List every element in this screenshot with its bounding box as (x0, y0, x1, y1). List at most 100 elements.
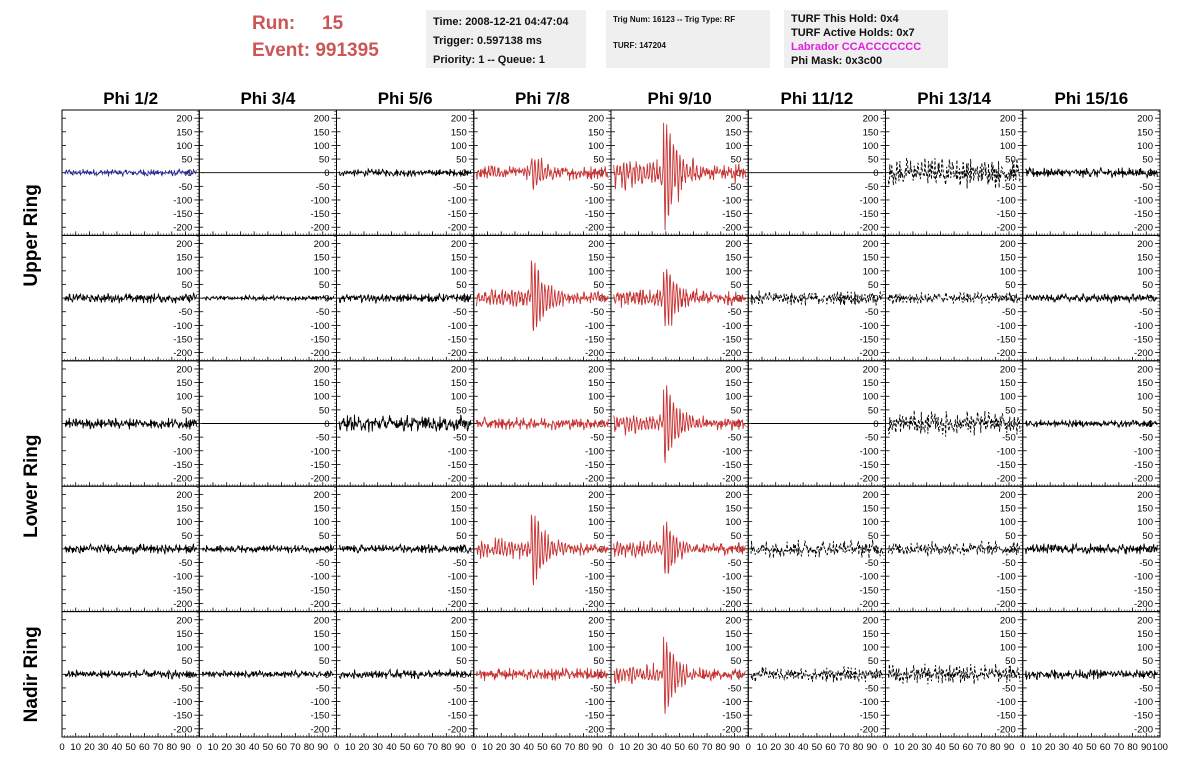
y-tick-label: 150 (314, 253, 330, 264)
column-title: Phi 5/6 (378, 89, 433, 108)
y-tick-label: 200 (725, 364, 741, 375)
y-tick-label: 200 (1000, 615, 1016, 626)
y-tick-label: 100 (176, 266, 192, 277)
y-tick-label: -200 (859, 348, 878, 359)
y-tick-label: -100 (310, 697, 329, 708)
y-tick-label: -50 (316, 307, 330, 318)
y-tick-label: 50 (1005, 155, 1016, 166)
y-tick-label: 50 (731, 656, 742, 667)
y-tick-label: 50 (868, 405, 879, 416)
y-tick-label: -200 (859, 223, 878, 234)
y-tick-label: -100 (448, 572, 467, 583)
y-tick-label: -50 (316, 558, 330, 569)
y-tick-label: 150 (1137, 378, 1153, 389)
y-tick-label: 100 (1000, 141, 1016, 152)
y-tick-label: 50 (182, 531, 193, 542)
y-tick-label: -50 (1002, 683, 1016, 694)
y-tick-label: -100 (173, 697, 192, 708)
trig-num-text: Trig Num: 16123 -- Trig Type: RF (613, 15, 736, 24)
y-tick-label: 50 (731, 531, 742, 542)
y-tick-label: -150 (585, 460, 604, 471)
y-tick-label: 100 (725, 643, 741, 654)
y-tick-label: 100 (1000, 392, 1016, 403)
y-tick-label: -100 (859, 697, 878, 708)
y-tick-label: -50 (1139, 182, 1153, 193)
y-tick-label: -200 (310, 223, 329, 234)
y-tick-label: -150 (722, 711, 741, 722)
y-tick-label: 50 (1142, 155, 1153, 166)
y-tick-label: 100 (176, 517, 192, 528)
y-tick-label: 0 (324, 168, 329, 179)
column-title: Phi 1/2 (103, 89, 158, 108)
y-tick-label: 100 (588, 141, 604, 152)
y-tick-label: 150 (451, 127, 467, 138)
waveform-trace (887, 291, 1021, 305)
y-tick-label: 150 (588, 629, 604, 640)
y-tick-label: -100 (585, 321, 604, 332)
y-tick-label: -100 (173, 446, 192, 457)
y-tick-label: 50 (319, 280, 330, 291)
y-tick-label: -200 (173, 724, 192, 735)
y-tick-label: -150 (722, 334, 741, 345)
y-tick-label: 100 (1000, 643, 1016, 654)
y-tick-label: 50 (319, 531, 330, 542)
y-tick-label: 200 (725, 490, 741, 501)
waveform-trace (338, 414, 472, 433)
run-line: Run: 15 (252, 10, 379, 37)
y-tick-label: -200 (859, 474, 878, 485)
waveform-trace (887, 410, 1021, 437)
y-tick-label: 100 (451, 517, 467, 528)
y-tick-label: 50 (456, 405, 467, 416)
y-tick-label: -50 (865, 182, 879, 193)
y-tick-label: -50 (728, 683, 742, 694)
y-tick-label: 100 (725, 266, 741, 277)
waveform-trace (476, 514, 609, 586)
y-tick-label: 50 (1005, 531, 1016, 542)
trig-info-box: Trig Num: 16123 -- Trig Type: RF TURF: 1… (606, 10, 770, 68)
y-tick-label: -100 (173, 321, 192, 332)
ring-label: Upper Ring (21, 184, 42, 286)
y-tick-label: 200 (176, 239, 192, 250)
y-tick-label: -50 (1139, 558, 1153, 569)
y-tick-label: -150 (722, 585, 741, 596)
y-tick-label: -50 (1139, 307, 1153, 318)
y-tick-label: -50 (179, 182, 193, 193)
y-tick-label: -100 (997, 446, 1016, 457)
waveform-trace (1025, 166, 1158, 180)
y-tick-label: -100 (310, 195, 329, 206)
y-tick-label: -150 (448, 585, 467, 596)
y-tick-label: 100 (314, 392, 330, 403)
y-tick-label: -150 (585, 334, 604, 345)
y-tick-label: 50 (731, 155, 742, 166)
y-tick-label: 200 (314, 114, 330, 125)
y-tick-label: -150 (310, 460, 329, 471)
y-tick-label: -50 (590, 307, 604, 318)
y-tick-label: 200 (588, 490, 604, 501)
y-tick-label: 100 (1000, 517, 1016, 528)
y-tick-label: 150 (1000, 629, 1016, 640)
y-tick-label: 200 (863, 239, 879, 250)
y-tick-label: 50 (593, 656, 604, 667)
waveform-trace (338, 542, 472, 555)
y-tick-label: -50 (1002, 558, 1016, 569)
y-tick-label: -100 (859, 446, 878, 457)
y-tick-label: 100 (725, 517, 741, 528)
y-tick-label: 200 (863, 364, 879, 375)
y-tick-label: 50 (456, 280, 467, 291)
y-tick-label: -50 (453, 683, 467, 694)
y-tick-label: -150 (1134, 460, 1153, 471)
y-tick-label: -200 (173, 348, 192, 359)
y-tick-label: -200 (448, 348, 467, 359)
y-tick-label: -200 (722, 724, 741, 735)
y-tick-label: 150 (1000, 253, 1016, 264)
y-tick-label: 200 (176, 615, 192, 626)
y-tick-label: -100 (585, 572, 604, 583)
y-tick-label: -100 (722, 195, 741, 206)
y-tick-label: 150 (176, 378, 192, 389)
waveform-trace (887, 157, 1021, 189)
y-tick-label: -100 (722, 446, 741, 457)
y-tick-label: 50 (731, 405, 742, 416)
y-tick-label: -100 (173, 572, 192, 583)
y-tick-label: 150 (1137, 127, 1153, 138)
y-tick-label: 50 (319, 656, 330, 667)
